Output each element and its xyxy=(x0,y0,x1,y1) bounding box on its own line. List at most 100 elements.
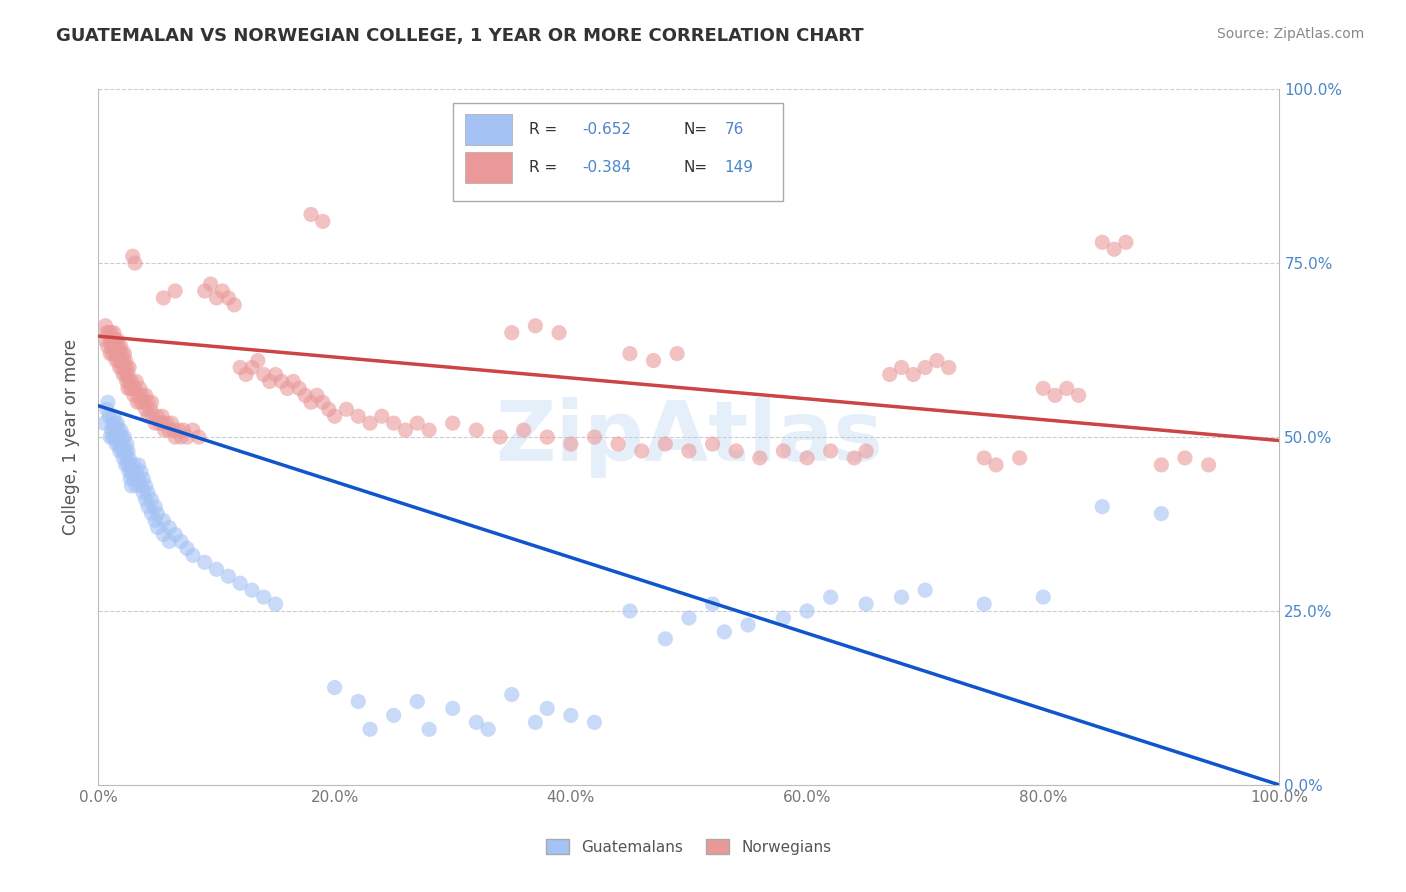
Point xyxy=(146,507,169,521)
Point xyxy=(224,298,246,312)
Point xyxy=(318,402,340,417)
FancyBboxPatch shape xyxy=(464,113,512,145)
Point xyxy=(1174,450,1197,465)
Point xyxy=(110,437,132,451)
Point xyxy=(229,360,252,375)
Point xyxy=(253,368,276,382)
Point xyxy=(135,479,157,493)
Point xyxy=(1032,381,1054,395)
Point xyxy=(176,541,198,556)
Point xyxy=(200,277,222,291)
Point xyxy=(146,520,169,534)
Point xyxy=(165,284,187,298)
Point xyxy=(111,444,134,458)
Point xyxy=(117,381,139,395)
Point xyxy=(111,360,134,375)
Point xyxy=(1008,450,1031,465)
Point xyxy=(512,423,534,437)
Point xyxy=(121,375,143,389)
Point xyxy=(101,430,124,444)
Point xyxy=(879,368,901,382)
Point xyxy=(359,723,381,737)
Point xyxy=(259,375,281,389)
Point xyxy=(157,423,180,437)
Point xyxy=(101,346,124,360)
Point xyxy=(347,409,370,424)
Point xyxy=(170,430,193,444)
Point xyxy=(855,444,877,458)
Point xyxy=(772,611,794,625)
Point xyxy=(152,514,174,528)
Point xyxy=(702,597,724,611)
Point xyxy=(108,430,131,444)
Point xyxy=(122,472,145,486)
Point xyxy=(160,416,183,430)
Point xyxy=(925,353,948,368)
Point xyxy=(117,444,139,458)
Point xyxy=(98,346,121,360)
Point xyxy=(246,353,269,368)
Point xyxy=(560,437,582,451)
Point xyxy=(112,346,135,360)
Point xyxy=(205,562,228,576)
Point xyxy=(93,333,115,347)
Point xyxy=(120,458,142,472)
Point xyxy=(371,409,394,424)
Point xyxy=(465,423,488,437)
Point xyxy=(796,604,818,618)
Point xyxy=(135,402,157,417)
Point xyxy=(107,423,129,437)
Point xyxy=(418,723,440,737)
Point xyxy=(100,326,122,340)
Point xyxy=(264,368,287,382)
Point xyxy=(152,291,174,305)
Point xyxy=(890,360,912,375)
Point xyxy=(1102,242,1125,256)
Point xyxy=(108,360,131,375)
Point xyxy=(1091,235,1114,250)
Point xyxy=(536,430,558,444)
Point xyxy=(112,360,135,375)
Point xyxy=(441,416,464,430)
Point xyxy=(105,333,128,347)
Point xyxy=(121,465,143,479)
Point xyxy=(121,381,143,395)
Point xyxy=(524,318,547,333)
Point xyxy=(111,430,134,444)
Text: R =: R = xyxy=(530,160,562,175)
Point xyxy=(418,423,440,437)
Point xyxy=(713,624,735,639)
Point xyxy=(105,340,128,354)
Point xyxy=(111,346,134,360)
Text: ZipAtlas: ZipAtlas xyxy=(495,397,883,477)
Point xyxy=(128,458,150,472)
Point xyxy=(125,375,148,389)
Point xyxy=(127,395,149,409)
Point xyxy=(124,381,146,395)
Point xyxy=(132,395,155,409)
Point xyxy=(194,284,217,298)
Point xyxy=(124,256,146,270)
Point xyxy=(98,326,121,340)
Point xyxy=(141,395,163,409)
Point xyxy=(477,723,499,737)
Point xyxy=(205,291,228,305)
Point xyxy=(359,416,381,430)
Point xyxy=(1198,458,1220,472)
Point xyxy=(914,583,936,598)
Point xyxy=(97,395,120,409)
Point xyxy=(157,520,180,534)
Point xyxy=(235,368,257,382)
Point xyxy=(105,423,128,437)
Point xyxy=(112,368,135,382)
Point xyxy=(110,353,132,368)
Point xyxy=(619,346,641,360)
Point xyxy=(984,458,1007,472)
Point xyxy=(100,423,122,437)
Point xyxy=(211,284,233,298)
Point xyxy=(748,450,770,465)
Point xyxy=(217,569,239,583)
Point xyxy=(217,291,239,305)
Point xyxy=(122,388,145,402)
Point xyxy=(105,416,128,430)
